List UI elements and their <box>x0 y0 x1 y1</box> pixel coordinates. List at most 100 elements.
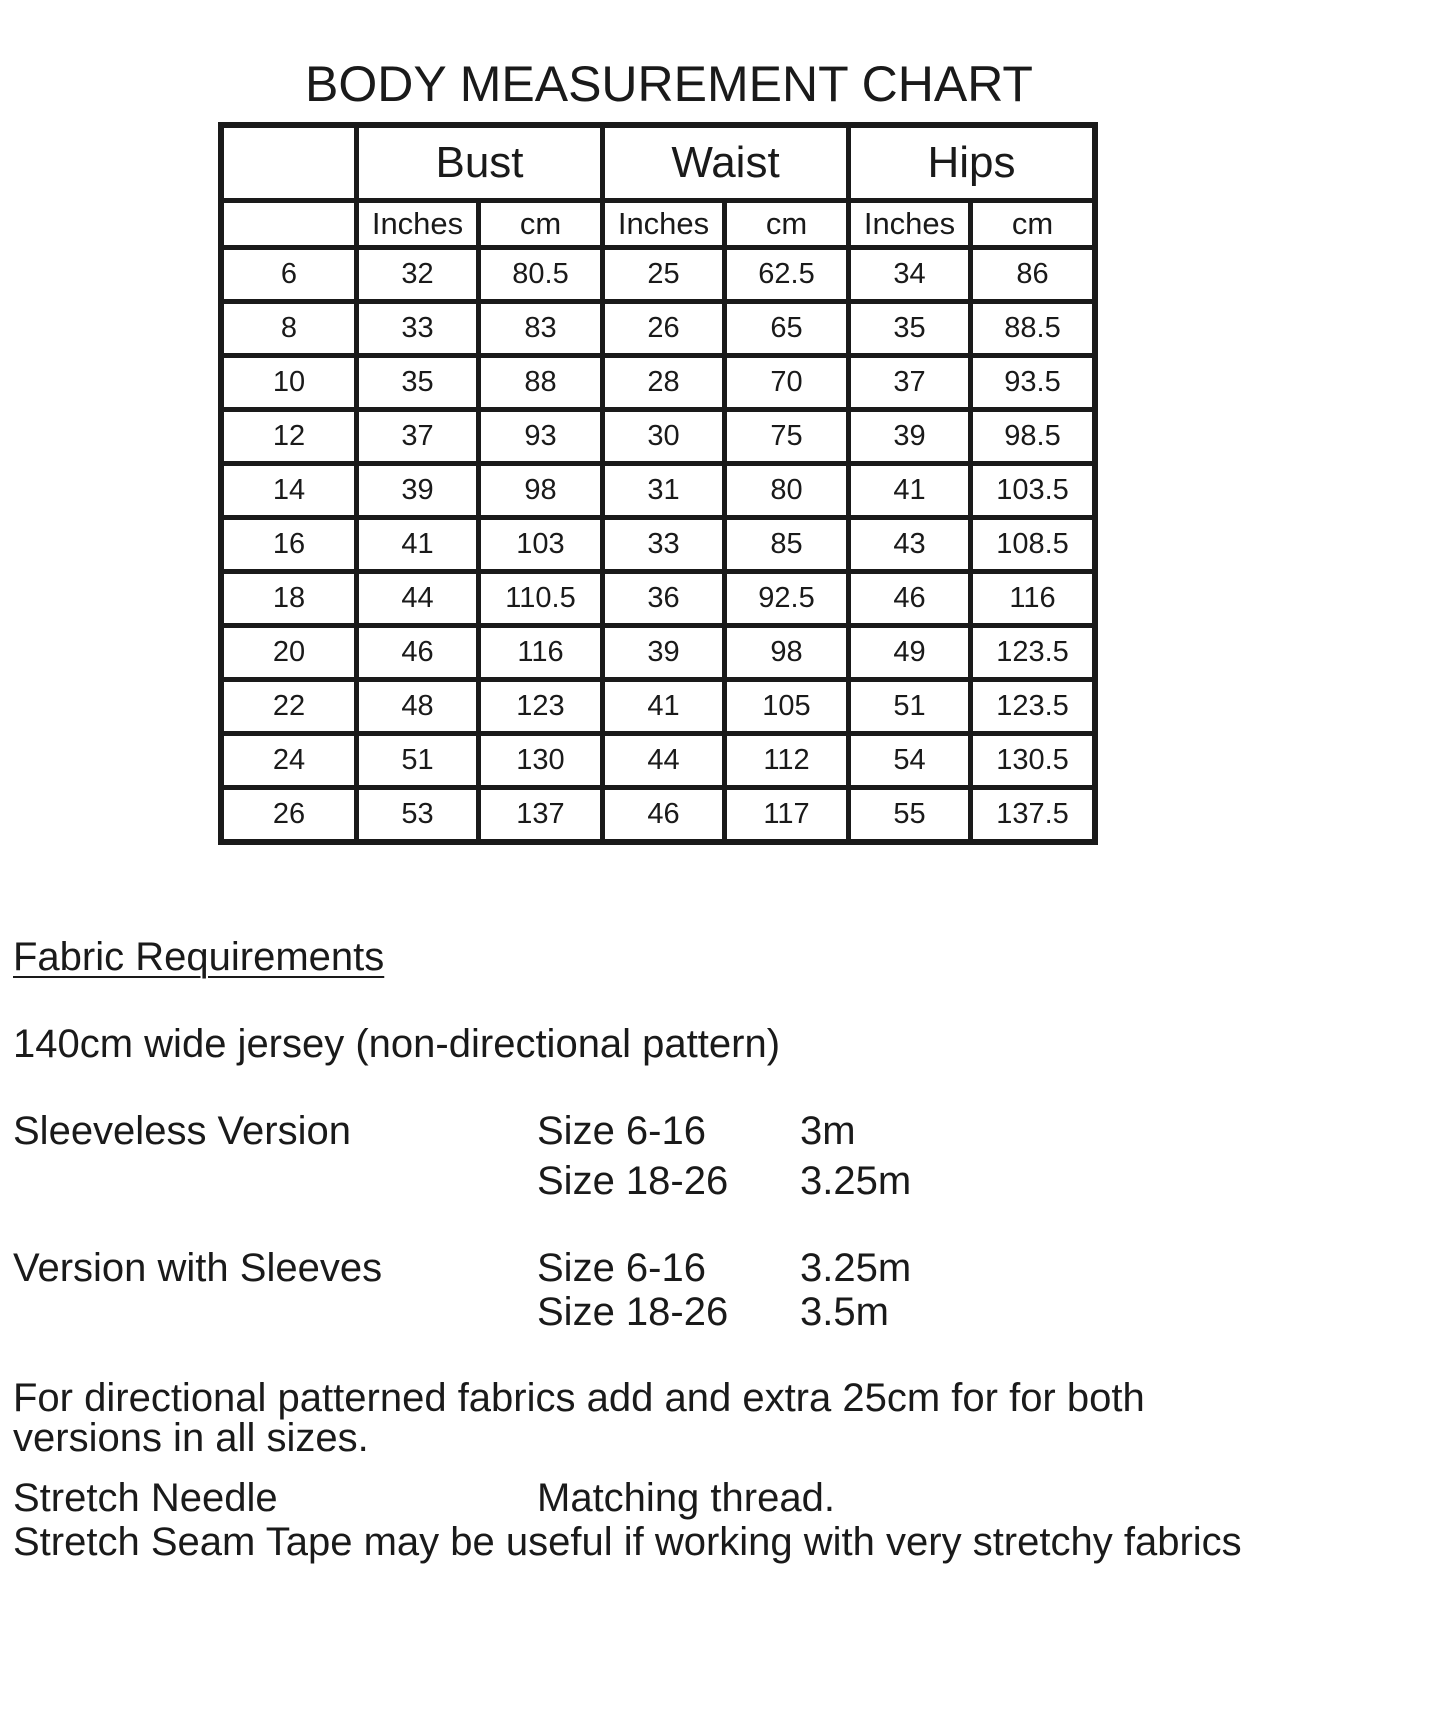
size-cell: 12 <box>218 407 359 466</box>
measurement-cell: 80 <box>722 461 851 520</box>
table-row: 18 44 110.5 36 92.5 46 116 <box>218 569 1098 628</box>
sleeveless-amount-1: 3m <box>800 1109 856 1153</box>
sleeves-size-1: Size 6-16 <box>537 1246 706 1290</box>
measurement-cell: 36 <box>600 569 727 628</box>
measurement-cell: 75 <box>722 407 851 466</box>
measurement-cell: 30 <box>600 407 727 466</box>
measurement-cell: 28 <box>600 353 727 412</box>
measurement-cell: 46 <box>354 623 481 682</box>
measurement-cell: 39 <box>846 407 973 466</box>
fabric-heading: Fabric Requirements <box>13 935 385 979</box>
table-row: 10 35 88 28 70 37 93.5 <box>218 353 1098 412</box>
thread-note: Matching thread. <box>537 1476 835 1520</box>
measurement-cell: 137.5 <box>968 785 1098 845</box>
measurement-cell: 55 <box>846 785 973 845</box>
measurement-cell: 46 <box>846 569 973 628</box>
table-row: 6 32 80.5 25 62.5 34 86 <box>218 245 1098 304</box>
unit-header-row: Inches cm Inches cm Inches cm <box>218 198 1098 250</box>
size-cell: 22 <box>218 677 359 736</box>
measurement-cell: 25 <box>600 245 727 304</box>
sleeves-amount-1: 3.25m <box>800 1246 912 1290</box>
table-row: 14 39 98 31 80 41 103.5 <box>218 461 1098 520</box>
measurement-cell: 80.5 <box>476 245 605 304</box>
measurement-cell: 93 <box>476 407 605 466</box>
sleeveless-amount-2: 3.25m <box>800 1159 912 1203</box>
measurement-cell: 44 <box>354 569 481 628</box>
sleeveless-size-1: Size 6-16 <box>537 1109 706 1153</box>
unit-cm: cm <box>722 198 851 250</box>
table-row: 12 37 93 30 75 39 98.5 <box>218 407 1098 466</box>
table-row: 24 51 130 44 112 54 130.5 <box>218 731 1098 790</box>
measurement-cell: 35 <box>846 299 973 358</box>
size-cell: 18 <box>218 569 359 628</box>
needle-note: Stretch Needle <box>13 1476 278 1520</box>
measurement-cell: 137 <box>476 785 605 845</box>
measurement-cell: 116 <box>476 623 605 682</box>
measurement-cell: 112 <box>722 731 851 790</box>
unit-cm: cm <box>968 198 1098 250</box>
sleeveless-label: Sleeveless Version <box>13 1109 351 1153</box>
measurement-cell: 88.5 <box>968 299 1098 358</box>
measurement-cell: 123.5 <box>968 677 1098 736</box>
measurement-cell: 110.5 <box>476 569 605 628</box>
size-cell: 20 <box>218 623 359 682</box>
sleeveless-size-2: Size 18-26 <box>537 1159 729 1203</box>
size-cell: 8 <box>218 299 359 358</box>
page-title: BODY MEASUREMENT CHART <box>305 56 1033 112</box>
measurement-cell: 49 <box>846 623 973 682</box>
measurement-cell: 103 <box>476 515 605 574</box>
measurement-cell: 33 <box>354 299 481 358</box>
empty-corner-cell <box>218 122 359 203</box>
size-cell: 6 <box>218 245 359 304</box>
measurement-cell: 46 <box>600 785 727 845</box>
table-row: 16 41 103 33 85 43 108.5 <box>218 515 1098 574</box>
unit-inches: Inches <box>354 198 481 250</box>
measurement-cell: 70 <box>722 353 851 412</box>
empty-cell <box>218 198 359 250</box>
measurement-cell: 37 <box>846 353 973 412</box>
unit-inches: Inches <box>600 198 727 250</box>
seam-tape-note: Stretch Seam Tape may be useful if worki… <box>13 1520 1242 1564</box>
fabric-type: 140cm wide jersey (non-directional patte… <box>13 1022 781 1066</box>
measurement-table: Bust Waist Hips Inches cm Inches cm Inch… <box>218 122 1098 845</box>
unit-cm: cm <box>476 198 605 250</box>
measurement-cell: 62.5 <box>722 245 851 304</box>
measurement-cell: 39 <box>600 623 727 682</box>
measurement-cell: 31 <box>600 461 727 520</box>
measurement-cell: 123 <box>476 677 605 736</box>
sleeves-label: Version with Sleeves <box>13 1246 383 1290</box>
table-row: 20 46 116 39 98 49 123.5 <box>218 623 1098 682</box>
size-cell: 14 <box>218 461 359 520</box>
directional-note-line-1: For directional patterned fabrics add an… <box>13 1376 1145 1420</box>
measurement-cell: 33 <box>600 515 727 574</box>
measurement-cell: 98 <box>476 461 605 520</box>
sleeves-amount-2: 3.5m <box>800 1290 889 1334</box>
measurement-cell: 26 <box>600 299 727 358</box>
measurement-cell: 44 <box>600 731 727 790</box>
measurement-cell: 116 <box>968 569 1098 628</box>
measurement-cell: 130 <box>476 731 605 790</box>
measurement-cell: 43 <box>846 515 973 574</box>
measurement-cell: 41 <box>846 461 973 520</box>
group-header-row: Bust Waist Hips <box>218 122 1098 203</box>
measurement-cell: 86 <box>968 245 1098 304</box>
measurement-cell: 105 <box>722 677 851 736</box>
unit-inches: Inches <box>846 198 973 250</box>
measurement-cell: 32 <box>354 245 481 304</box>
measurement-cell: 51 <box>354 731 481 790</box>
table-row: 8 33 83 26 65 35 88.5 <box>218 299 1098 358</box>
table-row: 26 53 137 46 117 55 137.5 <box>218 785 1098 845</box>
size-cell: 16 <box>218 515 359 574</box>
size-cell: 26 <box>218 785 359 845</box>
header-bust: Bust <box>354 122 605 203</box>
measurement-cell: 92.5 <box>722 569 851 628</box>
size-cell: 10 <box>218 353 359 412</box>
measurement-cell: 41 <box>600 677 727 736</box>
measurement-cell: 35 <box>354 353 481 412</box>
measurement-cell: 117 <box>722 785 851 845</box>
measurement-cell: 103.5 <box>968 461 1098 520</box>
measurement-cell: 98 <box>722 623 851 682</box>
measurement-cell: 108.5 <box>968 515 1098 574</box>
measurement-cell: 93.5 <box>968 353 1098 412</box>
measurement-cell: 53 <box>354 785 481 845</box>
